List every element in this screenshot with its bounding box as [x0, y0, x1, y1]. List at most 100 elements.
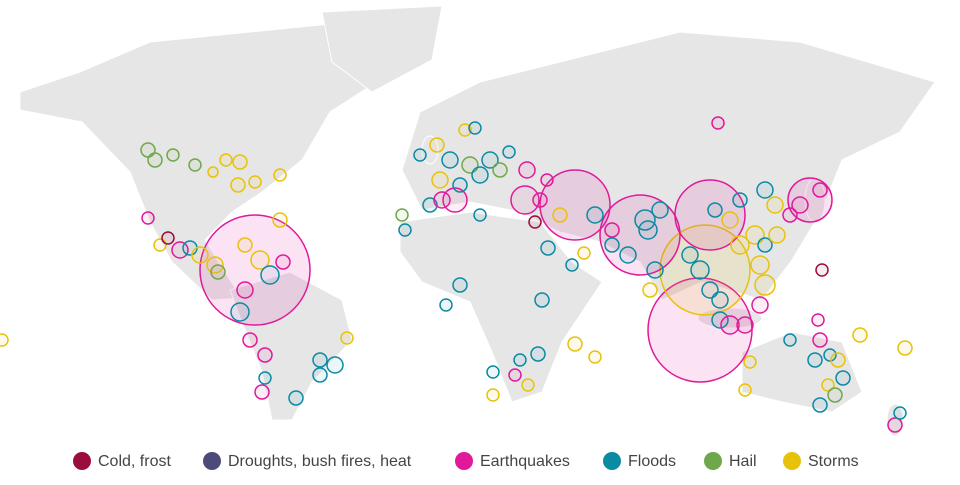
event-circle	[161, 231, 175, 245]
event-circle	[398, 223, 412, 237]
event-circle	[442, 187, 468, 213]
event-circle	[751, 296, 769, 314]
legend-label: Droughts, bush fires, heat	[228, 453, 412, 470]
legend-label: Hail	[729, 453, 757, 470]
event-circle	[481, 151, 499, 169]
legend: Cold, frost Droughts, bush fires, heat Ear…	[73, 452, 859, 470]
event-circle	[835, 370, 851, 386]
greenland	[321, 5, 443, 93]
event-circle	[248, 175, 262, 189]
event-circle	[486, 388, 500, 402]
event-circle	[275, 254, 291, 270]
event-circle	[768, 226, 786, 244]
event-circle	[0, 333, 9, 347]
event-circle	[720, 315, 740, 335]
event-circle	[567, 336, 583, 352]
event-circle	[510, 185, 540, 215]
event-circle	[272, 212, 288, 228]
event-circle	[893, 406, 907, 420]
event-circle	[502, 145, 516, 159]
event-circle	[577, 246, 591, 260]
event-circle	[897, 340, 913, 356]
event-circle	[340, 331, 354, 345]
event-circle	[681, 246, 699, 264]
event-circle	[646, 261, 664, 279]
event-circle	[439, 298, 453, 312]
event-circle	[530, 346, 546, 362]
event-circle	[756, 181, 774, 199]
event-circle	[230, 302, 250, 322]
event-circle	[823, 348, 837, 362]
legend-swatch	[704, 452, 722, 470]
event-circle	[441, 151, 459, 169]
event-circle	[707, 202, 723, 218]
event-circle	[830, 352, 846, 368]
event-circle	[787, 177, 833, 223]
event-circle	[431, 171, 449, 189]
event-circle	[473, 208, 487, 222]
event-circle	[508, 368, 522, 382]
event-circle	[766, 196, 784, 214]
event-circle	[207, 166, 219, 178]
event-circle	[540, 173, 554, 187]
event-circle	[528, 215, 542, 229]
event-circle	[754, 274, 776, 296]
event-circle	[395, 208, 409, 222]
event-circle	[210, 264, 226, 280]
event-circle	[532, 192, 548, 208]
event-circle	[651, 201, 669, 219]
event-circle	[199, 214, 311, 326]
event-circle	[730, 235, 750, 255]
event-circle	[815, 263, 829, 277]
land	[19, 5, 936, 437]
event-circle	[738, 383, 752, 397]
event-circle	[429, 137, 445, 153]
event-circle	[147, 152, 163, 168]
event-circle	[887, 417, 903, 433]
north-america	[19, 23, 401, 301]
event-circle	[619, 246, 637, 264]
legend-swatch	[783, 452, 801, 470]
event-circle	[312, 367, 328, 383]
event-circle	[711, 291, 729, 309]
event-circle	[642, 282, 658, 298]
event-circle	[141, 211, 155, 225]
event-circle	[552, 207, 568, 223]
legend-swatch	[455, 452, 473, 470]
event-circle	[236, 281, 254, 299]
event-circle	[736, 316, 754, 334]
event-circle	[260, 265, 280, 285]
legend-label: Cold, frost	[98, 453, 171, 470]
event-circle	[821, 378, 835, 392]
africa	[399, 211, 603, 403]
event-circle	[588, 350, 602, 364]
event-circle	[711, 311, 729, 329]
event-circle	[191, 246, 209, 264]
event-circle	[232, 154, 248, 170]
event-circle	[258, 371, 272, 385]
event-circle	[230, 177, 246, 193]
event-circle	[827, 387, 843, 403]
event-circle	[711, 116, 725, 130]
event-circle	[690, 260, 710, 280]
event-circle	[565, 258, 579, 272]
event-circle	[471, 166, 489, 184]
event-circle	[413, 148, 427, 162]
event-circle	[326, 356, 344, 374]
event-circle	[782, 207, 798, 223]
legend-label: Earthquakes	[480, 453, 570, 470]
event-circle	[452, 277, 468, 293]
eurasia	[401, 31, 936, 301]
event-circle	[852, 327, 868, 343]
event-circle	[166, 148, 180, 162]
event-circle	[521, 378, 535, 392]
event-circle	[811, 313, 825, 327]
event-circle	[219, 153, 233, 167]
event-circle	[458, 123, 472, 137]
australia	[741, 331, 863, 413]
event-circle	[452, 177, 468, 193]
legend-swatch	[603, 452, 621, 470]
event-circle	[721, 211, 739, 229]
event-circle	[807, 352, 823, 368]
